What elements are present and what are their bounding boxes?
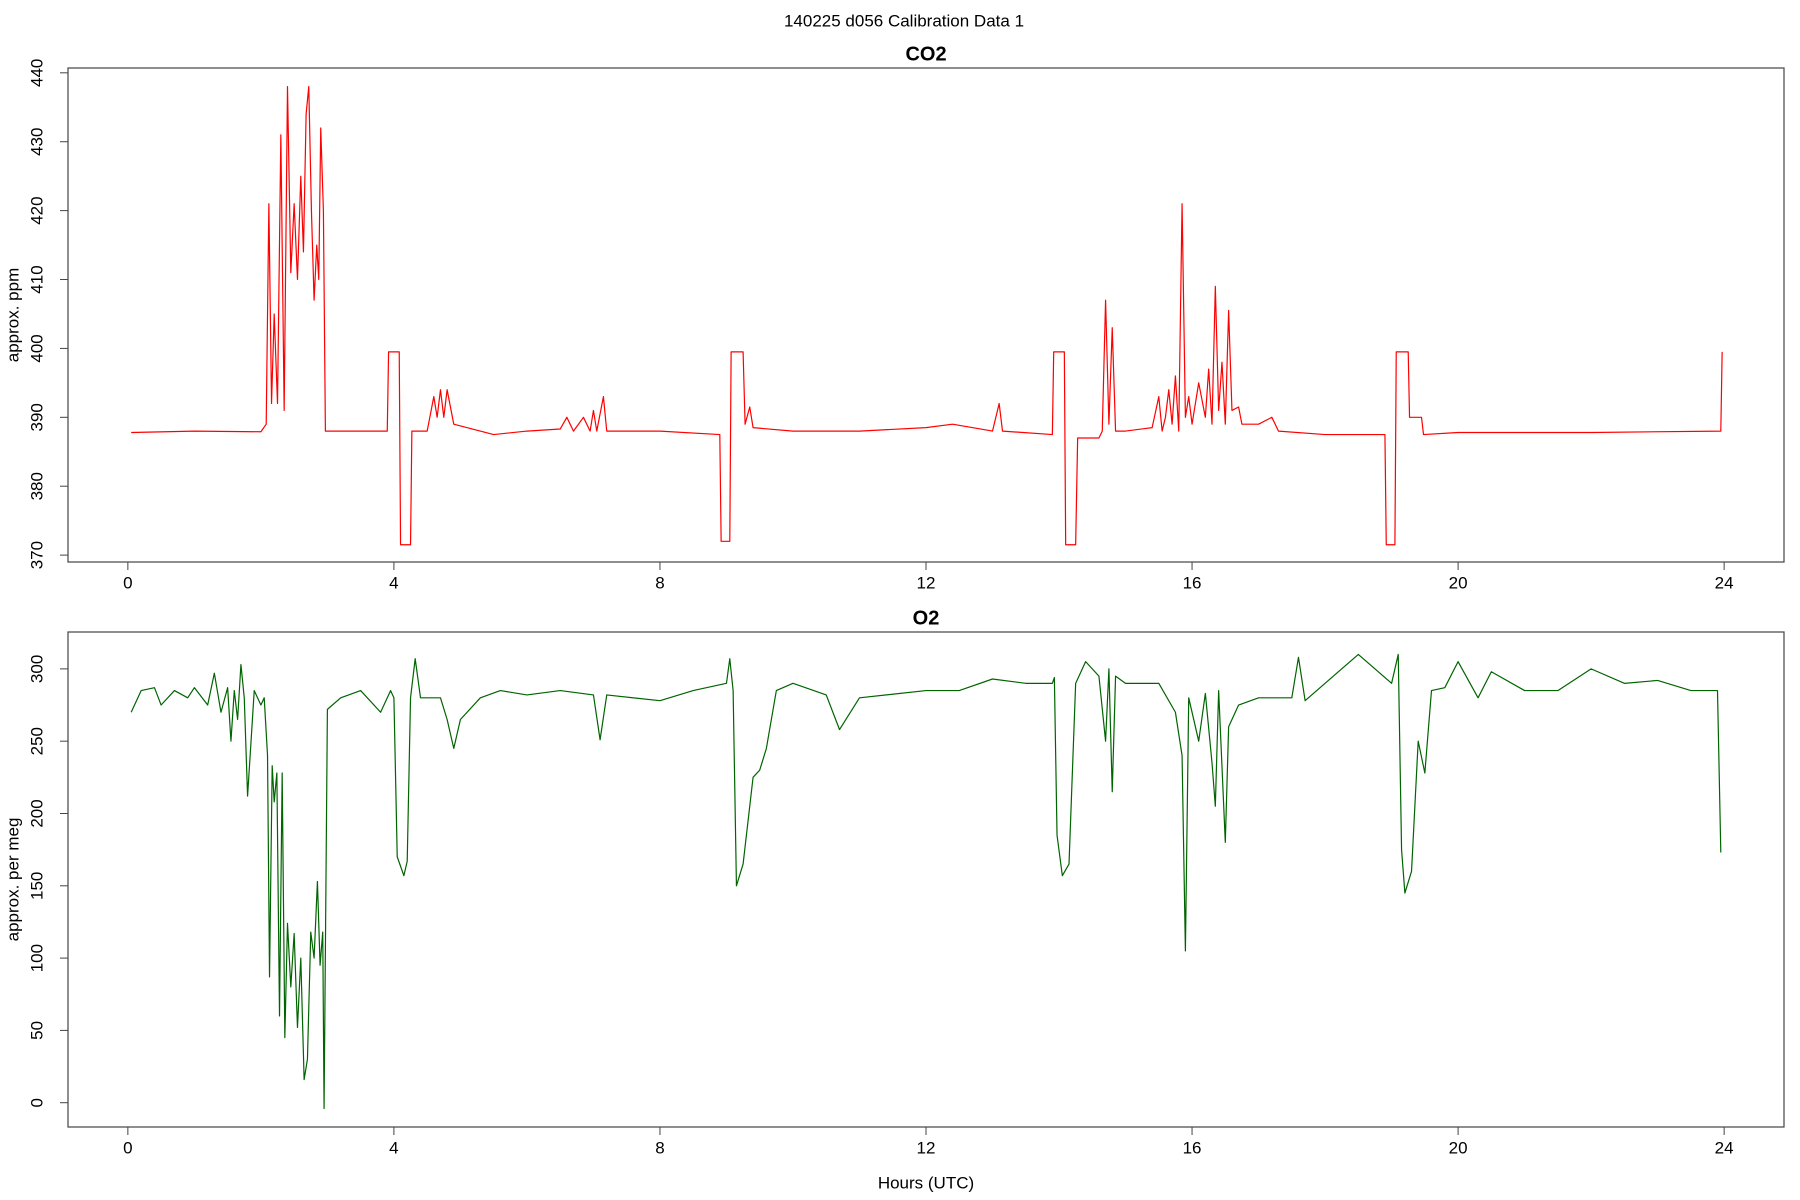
y-tick-label: 440: [27, 59, 46, 87]
x-tick-label: 12: [917, 1138, 936, 1157]
x-tick-label: 16: [1183, 573, 1202, 592]
y-tick-label: 380: [27, 472, 46, 500]
y-tick-label: 370: [27, 541, 46, 569]
x-tick-label: 24: [1715, 573, 1734, 592]
x-tick-label: 0: [123, 1138, 132, 1157]
y-tick-label: 300: [27, 655, 46, 683]
y-axis-label: approx. ppm: [3, 268, 22, 363]
plot-frame: [67, 67, 1785, 563]
y-tick-label: 100: [27, 944, 46, 972]
y-tick-label: 250: [27, 727, 46, 755]
chart-title: O2: [913, 607, 940, 629]
y-tick-label: 200: [27, 799, 46, 827]
y-tick-label: 50: [27, 1021, 46, 1040]
x-tick-label: 8: [655, 573, 664, 592]
y-tick-label: 430: [27, 128, 46, 156]
y-tick-label: 150: [27, 872, 46, 900]
y-tick-label: 400: [27, 334, 46, 362]
figure-title: 140225 d056 Calibration Data 1: [784, 11, 1024, 30]
x-tick-label: 20: [1449, 573, 1468, 592]
x-tick-label: 4: [389, 573, 398, 592]
y-tick-label: 410: [27, 265, 46, 293]
data-line: [131, 86, 1723, 546]
x-tick-label: 12: [917, 573, 936, 592]
chart-title: CO2: [905, 43, 946, 65]
x-tick-label: 0: [123, 573, 132, 592]
x-tick-label: 20: [1449, 1138, 1468, 1157]
x-axis-label: Hours (UTC): [878, 1173, 974, 1192]
data-line: [130, 653, 1722, 1110]
x-tick-label: 16: [1183, 1138, 1202, 1157]
y-tick-label: 390: [27, 403, 46, 431]
x-tick-label: 4: [389, 1138, 398, 1157]
x-tick-label: 8: [655, 1138, 664, 1157]
y-tick-label: 420: [27, 196, 46, 224]
y-axis-label: approx. per meg: [3, 818, 22, 942]
y-tick-label: 0: [27, 1098, 46, 1107]
x-tick-label: 24: [1715, 1138, 1734, 1157]
